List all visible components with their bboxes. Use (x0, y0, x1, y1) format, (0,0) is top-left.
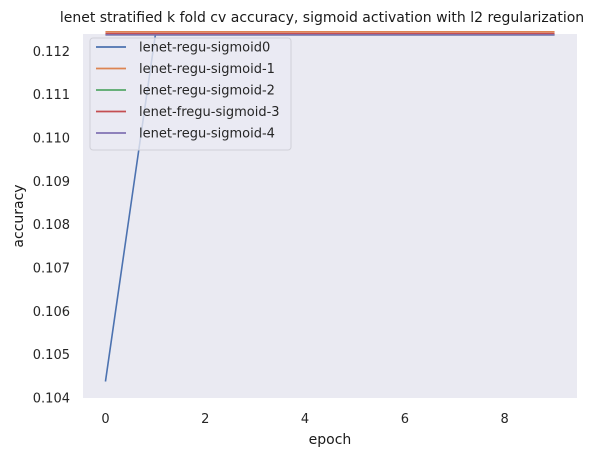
chart-title: lenet stratified k fold cv accuracy, sig… (60, 10, 584, 26)
legend: lenet-regu-sigmoid0 lenet-regu-sigmoid-1 l… (89, 37, 292, 151)
y-tick-label: 0.107 (33, 262, 70, 277)
legend-entry-label: lenet-fregu-sigmoid-3 (139, 105, 280, 120)
x-tick-label: 4 (301, 412, 309, 427)
y-tick-label: 0.109 (33, 175, 70, 190)
x-axis-ticks: 0 2 4 6 8 (101, 412, 508, 427)
y-tick-label: 0.111 (33, 88, 70, 103)
legend-entry-label: lenet-regu-sigmoid-1 (139, 62, 275, 77)
x-axis-label: epoch (309, 432, 352, 448)
y-tick-label: 0.104 (33, 392, 70, 407)
legend-entry-label: lenet-regu-sigmoid-4 (139, 127, 275, 142)
y-tick-label: 0.108 (33, 218, 70, 233)
legend-entry-label: lenet-regu-sigmoid-2 (139, 84, 275, 99)
legend-box (89, 37, 292, 151)
x-tick-label: 6 (401, 412, 409, 427)
x-tick-label: 8 (501, 412, 509, 427)
y-tick-label: 0.106 (33, 305, 70, 320)
y-axis-ticks: 0.104 0.105 0.106 0.107 0.108 0.109 0.110 0.111… (33, 45, 70, 407)
y-tick-label: 0.112 (33, 45, 70, 60)
y-tick-label: 0.110 (33, 132, 70, 147)
y-axis-label: accuracy (11, 184, 27, 247)
x-tick-label: 0 (101, 412, 109, 427)
x-tick-label: 2 (201, 412, 209, 427)
series-layer (104, 31, 555, 382)
y-tick-label: 0.105 (33, 348, 70, 363)
legend-entry-label: lenet-regu-sigmoid0 (139, 41, 270, 56)
